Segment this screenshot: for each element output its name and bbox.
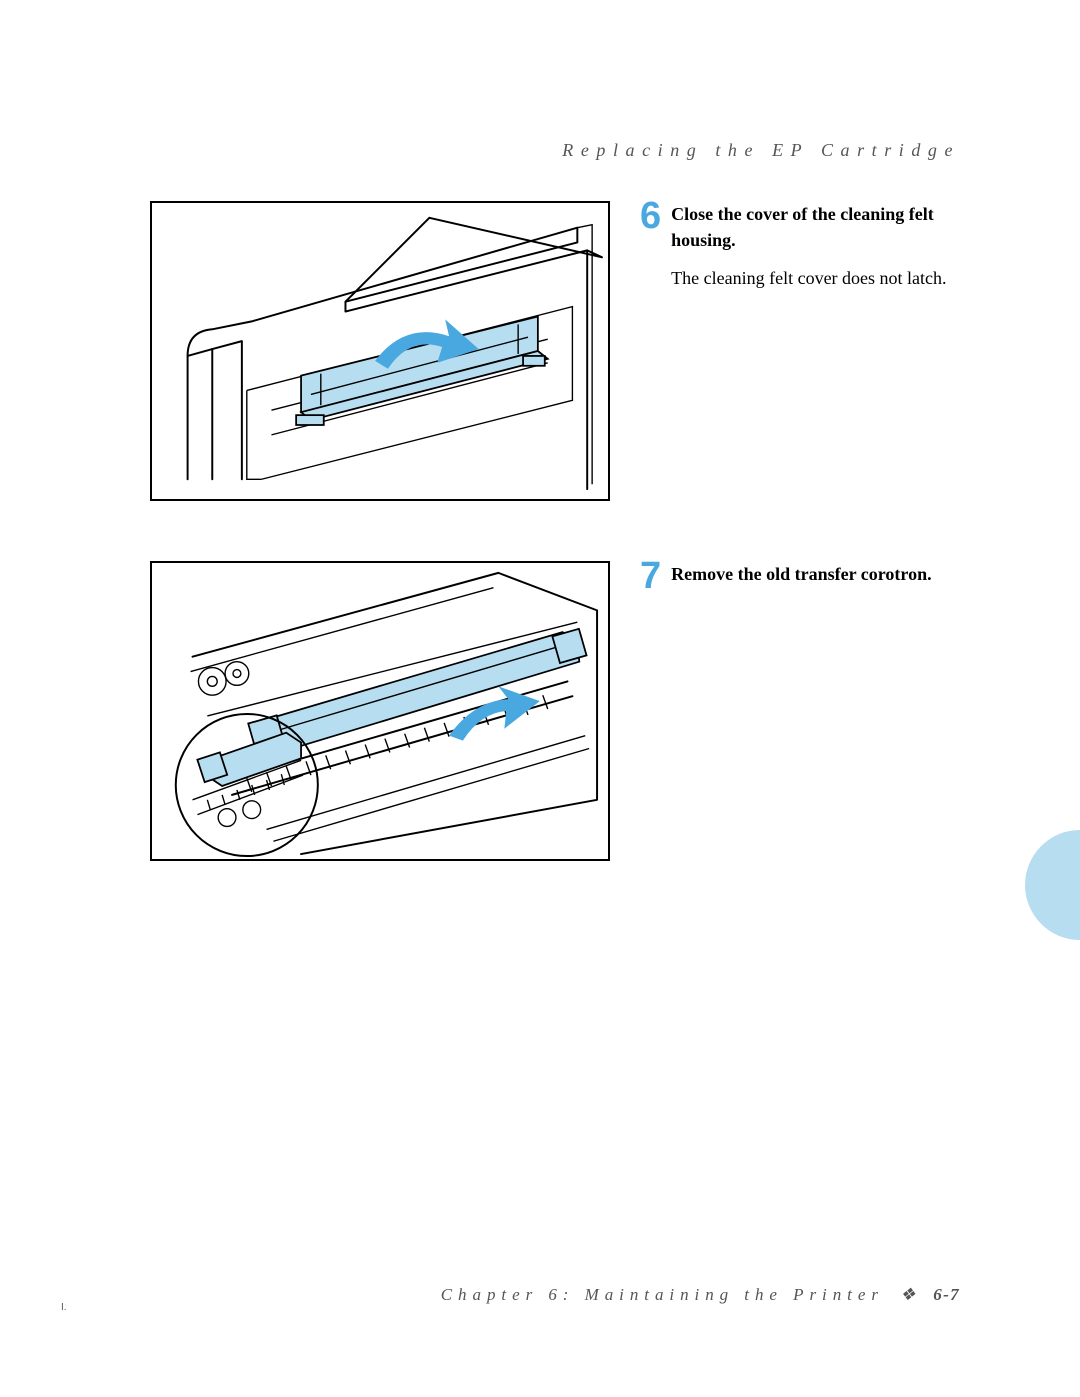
small-corner-mark: I. — [61, 1302, 67, 1313]
page-thumb-tab — [1025, 830, 1080, 940]
step-7-body: Remove the old transfer corotron. — [671, 561, 970, 599]
footer-bullet-icon: ❖ — [894, 1285, 923, 1304]
section-title: Replacing the EP Cartridge — [150, 140, 970, 161]
printer-corotron-illustration — [152, 563, 608, 859]
step-6-text: 6 Close the cover of the cleaning felt h… — [610, 201, 970, 291]
step-7: 7 Remove the old transfer corotron. — [150, 561, 970, 861]
step-7-heading: Remove the old transfer corotron. — [671, 561, 970, 587]
page-footer: Chapter 6: Maintaining the Printer ❖ 6-7 — [441, 1285, 960, 1305]
step-6: 6 Close the cover of the cleaning felt h… — [150, 201, 970, 501]
step-6-number: 6 — [640, 197, 661, 235]
step-7-number: 7 — [640, 557, 661, 595]
step-6-heading: Close the cover of the cleaning felt hou… — [671, 201, 970, 253]
step-6-note: The cleaning felt cover does not latch. — [671, 265, 970, 291]
footer-page-number: 6-7 — [933, 1285, 960, 1304]
printer-felt-cover-illustration — [152, 203, 608, 499]
footer-chapter: Chapter 6: Maintaining the Printer — [441, 1285, 884, 1304]
page: Replacing the EP Cartridge — [0, 0, 1080, 1397]
step-6-body: Close the cover of the cleaning felt hou… — [671, 201, 970, 291]
step-6-figure — [150, 201, 610, 501]
step-7-figure — [150, 561, 610, 861]
step-7-text: 7 Remove the old transfer corotron. — [610, 561, 970, 599]
